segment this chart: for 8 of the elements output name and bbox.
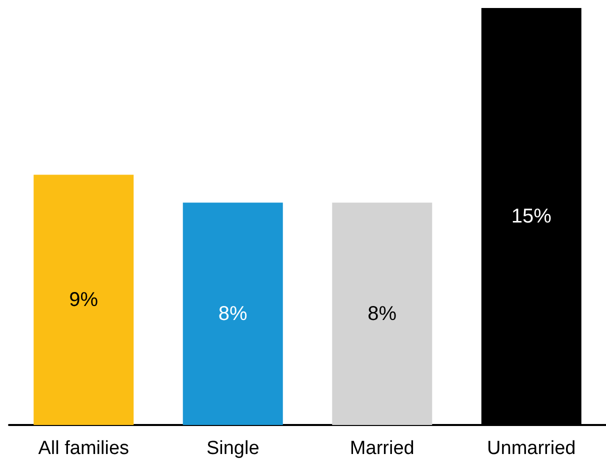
data-label: 9% <box>69 288 98 311</box>
x-tick-label: Single <box>206 438 260 459</box>
x-tick-label: Unmarried <box>487 438 576 459</box>
data-label: 8% <box>368 302 397 325</box>
x-tick-label: All families <box>38 438 130 459</box>
data-label: 8% <box>218 302 248 325</box>
data-label: 15% <box>511 206 552 228</box>
x-tick-label: Married <box>350 438 414 459</box>
